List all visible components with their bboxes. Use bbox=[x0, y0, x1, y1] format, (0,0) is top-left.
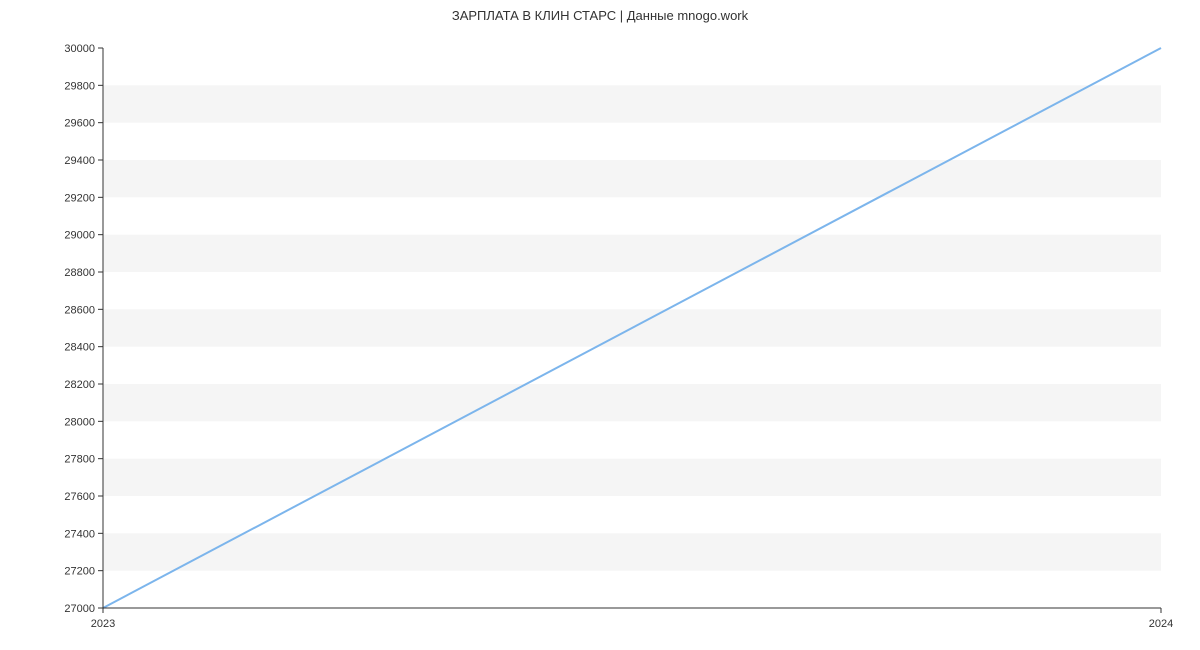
x-tick-label: 2023 bbox=[91, 618, 115, 630]
plot-band bbox=[103, 235, 1161, 272]
y-tick-label: 27400 bbox=[64, 528, 95, 540]
chart-svg: 27000 27200 27400 27600 27800 28000 28200 28400… bbox=[0, 0, 1200, 650]
line-chart: ЗАРПЛАТА В КЛИН СТАРС | Данные mnogo.wor… bbox=[0, 0, 1200, 650]
x-tick-label: 2024 bbox=[1149, 618, 1173, 630]
y-tick-label: 27000 bbox=[64, 603, 95, 615]
y-tick-label: 28200 bbox=[64, 379, 95, 391]
y-tick-label: 29400 bbox=[64, 155, 95, 167]
plot-band bbox=[103, 85, 1161, 122]
plot-band bbox=[103, 384, 1161, 421]
plot-band bbox=[103, 459, 1161, 496]
y-tick-label: 27200 bbox=[64, 566, 95, 578]
y-tick-label: 27800 bbox=[64, 454, 95, 466]
plot-band bbox=[103, 160, 1161, 197]
y-tick-label: 28800 bbox=[64, 267, 95, 279]
y-tick-label: 29000 bbox=[64, 230, 95, 242]
plot-band bbox=[103, 533, 1161, 570]
y-tick-label: 29600 bbox=[64, 118, 95, 130]
y-tick-label: 28000 bbox=[64, 416, 95, 428]
y-tick-label: 29200 bbox=[64, 192, 95, 204]
y-tick-label: 29800 bbox=[64, 80, 95, 92]
y-tick-label: 28400 bbox=[64, 342, 95, 354]
y-tick-label: 30000 bbox=[64, 43, 95, 55]
y-tick-label: 27600 bbox=[64, 491, 95, 503]
y-tick-label: 28600 bbox=[64, 304, 95, 316]
